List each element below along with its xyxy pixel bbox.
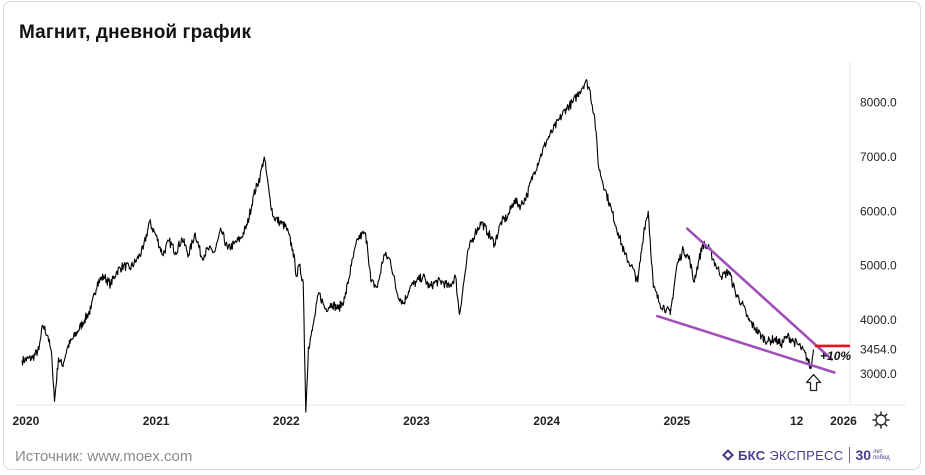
y-tick-label: 7000.0 bbox=[860, 150, 897, 164]
y-tick-label: 4000.0 bbox=[860, 313, 897, 327]
x-axis: 2020 2021 2022 2023 2024 2025 12 2026 bbox=[13, 414, 858, 428]
target-annotation: +10% bbox=[820, 349, 851, 363]
y-axis: 3000.0 4000.0 5000.0 6000.0 7000.0 8000.0 3454… bbox=[860, 96, 897, 381]
y-tick-label: 5000.0 bbox=[860, 259, 897, 273]
y-tick-label: 3000.0 bbox=[860, 367, 897, 381]
brand-anniversary-line1: лет bbox=[873, 449, 883, 455]
x-tick-label: 2020 bbox=[13, 414, 40, 428]
lower-trendline bbox=[656, 314, 836, 374]
brand-logo: БКС ЭКСПРЕСС 30 лет побед bbox=[722, 446, 890, 464]
source-note: Источник: www.moex.com bbox=[15, 448, 193, 465]
up-arrow-icon bbox=[805, 373, 822, 392]
y-tick-label: 8000.0 bbox=[860, 96, 897, 110]
brand-sub: ЭКСПРЕСС bbox=[769, 447, 844, 463]
x-tick-label: 2024 bbox=[533, 414, 560, 428]
brand-anniversary: 30 bbox=[855, 447, 872, 463]
brand-separator bbox=[849, 447, 851, 463]
y-tick-label: 6000.0 bbox=[860, 204, 897, 218]
x-tick-label: 2025 bbox=[663, 414, 690, 428]
price-line bbox=[21, 79, 815, 413]
trend-channel bbox=[656, 227, 836, 374]
x-tick-label: 2023 bbox=[403, 414, 430, 428]
brand-anniversary-line2: побед bbox=[873, 455, 890, 461]
x-tick-label: 2022 bbox=[273, 414, 300, 428]
brand-name: БКС bbox=[738, 447, 766, 463]
x-tick-label: 12 bbox=[790, 414, 804, 428]
bcs-logo-icon bbox=[722, 449, 734, 461]
x-tick-label: 2021 bbox=[143, 414, 170, 428]
current-price-label: 3454.0 bbox=[860, 342, 897, 356]
upper-trendline bbox=[685, 227, 834, 361]
gear-icon[interactable] bbox=[872, 411, 890, 429]
brand-anniversary-text: лет побед bbox=[873, 449, 890, 461]
chart-title: Магнит, дневной график bbox=[19, 22, 252, 43]
x-tick-label: 2026 bbox=[830, 414, 857, 428]
